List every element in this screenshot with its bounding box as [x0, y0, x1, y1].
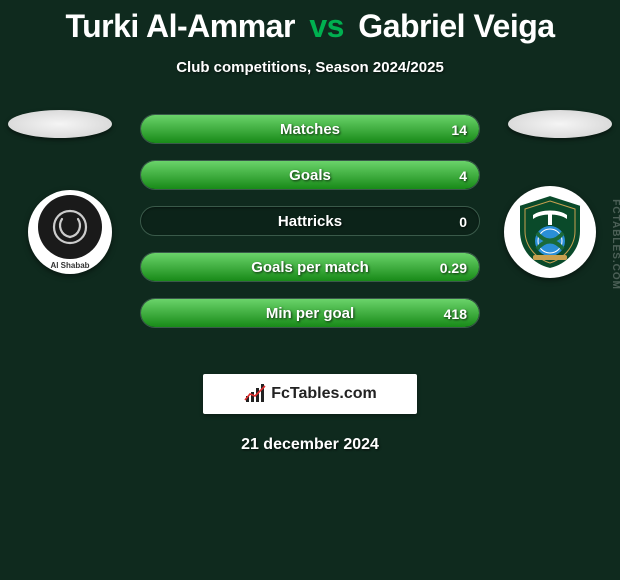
- shabab-logo: Al Shabab: [28, 190, 112, 274]
- headline: Turki Al-Ammar vs Gabriel Veiga: [0, 0, 620, 45]
- club-badge-left: Al Shabab: [20, 190, 120, 274]
- stat-row: Matches14: [140, 114, 480, 144]
- stat-value-left: [141, 207, 165, 235]
- date-label: 21 december 2024: [0, 436, 620, 454]
- stat-fill-right: [141, 115, 479, 143]
- stat-row: Hattricks0: [140, 206, 480, 236]
- stat-row: Min per goal418: [140, 298, 480, 328]
- stat-row: Goals per match0.29: [140, 252, 480, 282]
- side-credit: FCTABLES.COM: [611, 199, 620, 290]
- brand-text: FcTables.com: [271, 385, 377, 403]
- player1-name: Turki Al-Ammar: [65, 8, 294, 44]
- player2-name: Gabriel Veiga: [358, 8, 554, 44]
- shabab-swirl-icon: [48, 205, 92, 249]
- stat-bars: Matches14 Goals4 Hattricks0 Goals per match…: [140, 114, 480, 344]
- vs-separator: vs: [309, 8, 344, 44]
- club-badge-right: [500, 190, 600, 274]
- country-badge-right: [508, 110, 612, 138]
- bar-chart-icon: [243, 382, 267, 406]
- stat-value-right: 0: [447, 207, 479, 235]
- ahli-logo: [504, 186, 596, 278]
- brand-footer[interactable]: FcTables.com: [203, 374, 417, 414]
- country-badge-left: [8, 110, 112, 138]
- stat-label: Hattricks: [141, 207, 479, 235]
- stat-row: Goals4: [140, 160, 480, 190]
- subtitle: Club competitions, Season 2024/2025: [0, 59, 620, 76]
- stat-fill-right: [141, 161, 479, 189]
- stat-fill-right: [141, 253, 479, 281]
- ahli-shield-icon: [515, 193, 585, 271]
- stat-fill-right: [141, 299, 479, 327]
- shabab-label: Al Shabab: [50, 261, 89, 270]
